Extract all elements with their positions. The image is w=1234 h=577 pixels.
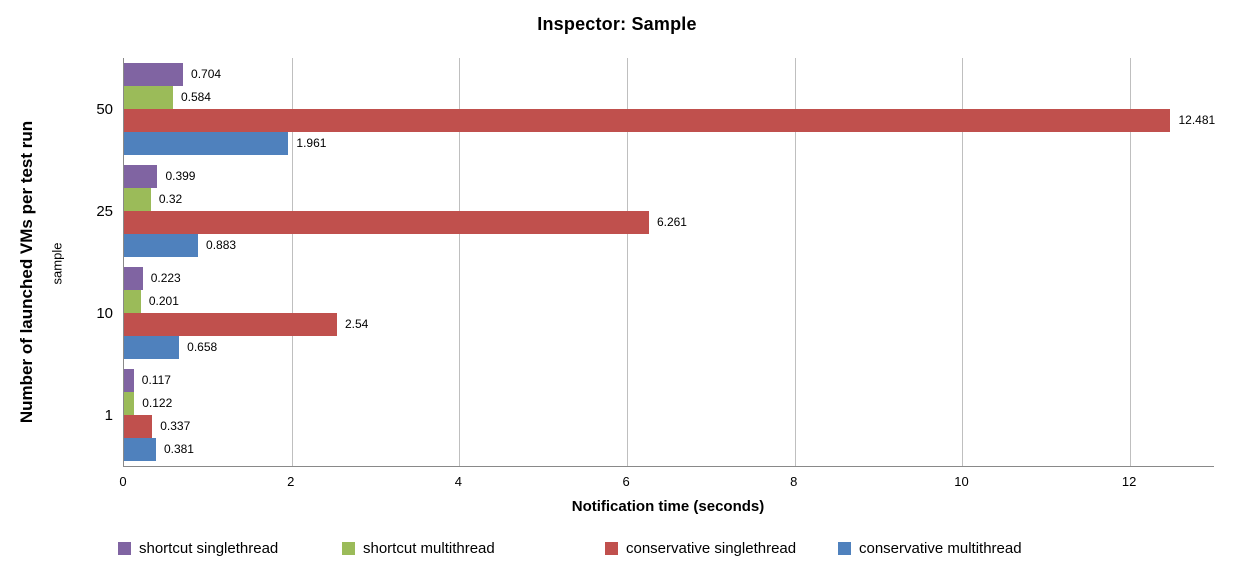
legend-label: shortcut multithread [363,540,495,557]
gridline [291,58,293,466]
bar [124,211,649,234]
bar-value-label: 12.481 [1178,113,1216,127]
bar [124,165,158,188]
bar [124,415,153,438]
bar [124,369,134,392]
category-label: 10 [96,305,113,322]
legend-item: conservative singlethread [605,540,796,557]
gridline [1130,58,1132,466]
legend-item: shortcut singlethread [118,540,278,557]
gridline [459,58,461,466]
x-tick-label: 12 [1121,474,1137,489]
legend-label: shortcut singlethread [139,540,279,557]
bar-value-label: 0.223 [150,271,181,285]
x-tick-label: 6 [622,474,630,489]
gridline [627,58,629,466]
legend-swatch [342,542,355,555]
bar-value-label: 0.117 [141,373,171,387]
x-tick-label: 4 [454,474,462,489]
bar [124,63,184,86]
bar [124,109,1171,132]
bar-value-label: 0.883 [206,238,237,252]
legend-item: conservative multithread [838,540,1022,557]
bar-value-label: 0.658 [187,340,218,354]
legend-swatch [605,542,618,555]
bar-value-label: 0.584 [180,90,211,104]
bar [124,313,337,336]
bar-value-label: 0.32 [158,192,183,206]
bar-value-label: 0.337 [160,419,191,433]
bar-value-label: 0.704 [191,67,222,81]
gridline [794,58,796,466]
bar-value-label: 1.961 [296,136,327,150]
x-tick-label: 0 [119,474,127,489]
plot-area: 0.704 0.584 12.481 1.961 0.399 0.32 6.261 0.883… [123,58,1216,467]
bar-value-label: 0.399 [165,169,196,183]
legend-label: conservative singlethread [626,540,797,557]
legend-swatch [118,542,131,555]
bar-value-label: 0.122 [142,396,173,410]
bar [124,86,173,109]
legend-item: shortcut multithread [342,540,495,557]
category-label: 1 [104,407,113,424]
bar-value-label: 6.261 [656,215,687,229]
x-axis-title: Notification time (seconds) [571,498,765,515]
bar [124,267,143,290]
bar [124,438,156,461]
bar [124,336,180,359]
bar-value-label: 0.201 [148,294,179,308]
y-axis-title-secondary: sample [49,242,65,285]
legend: shortcut singlethread shortcut multithrea… [0,540,1234,562]
x-tick-label: 10 [954,474,969,489]
bar [124,392,135,415]
legend-swatch [838,542,851,555]
category-label: 25 [96,203,113,220]
x-tick-label: 2 [287,474,295,489]
bar [124,132,289,155]
x-tick-label: 8 [790,474,798,489]
gridline [962,58,964,466]
bar [124,188,151,211]
bar-value-label: 0.381 [163,442,194,456]
bar [124,290,141,313]
legend-label: conservative multithread [859,540,1022,557]
bar [124,234,199,257]
category-label: 50 [96,101,113,118]
y-axis-title: Number of launched VMs per test run [17,120,36,424]
chart-title: Inspector: Sample [537,14,697,34]
bar-value-label: 2.54 [344,317,369,331]
